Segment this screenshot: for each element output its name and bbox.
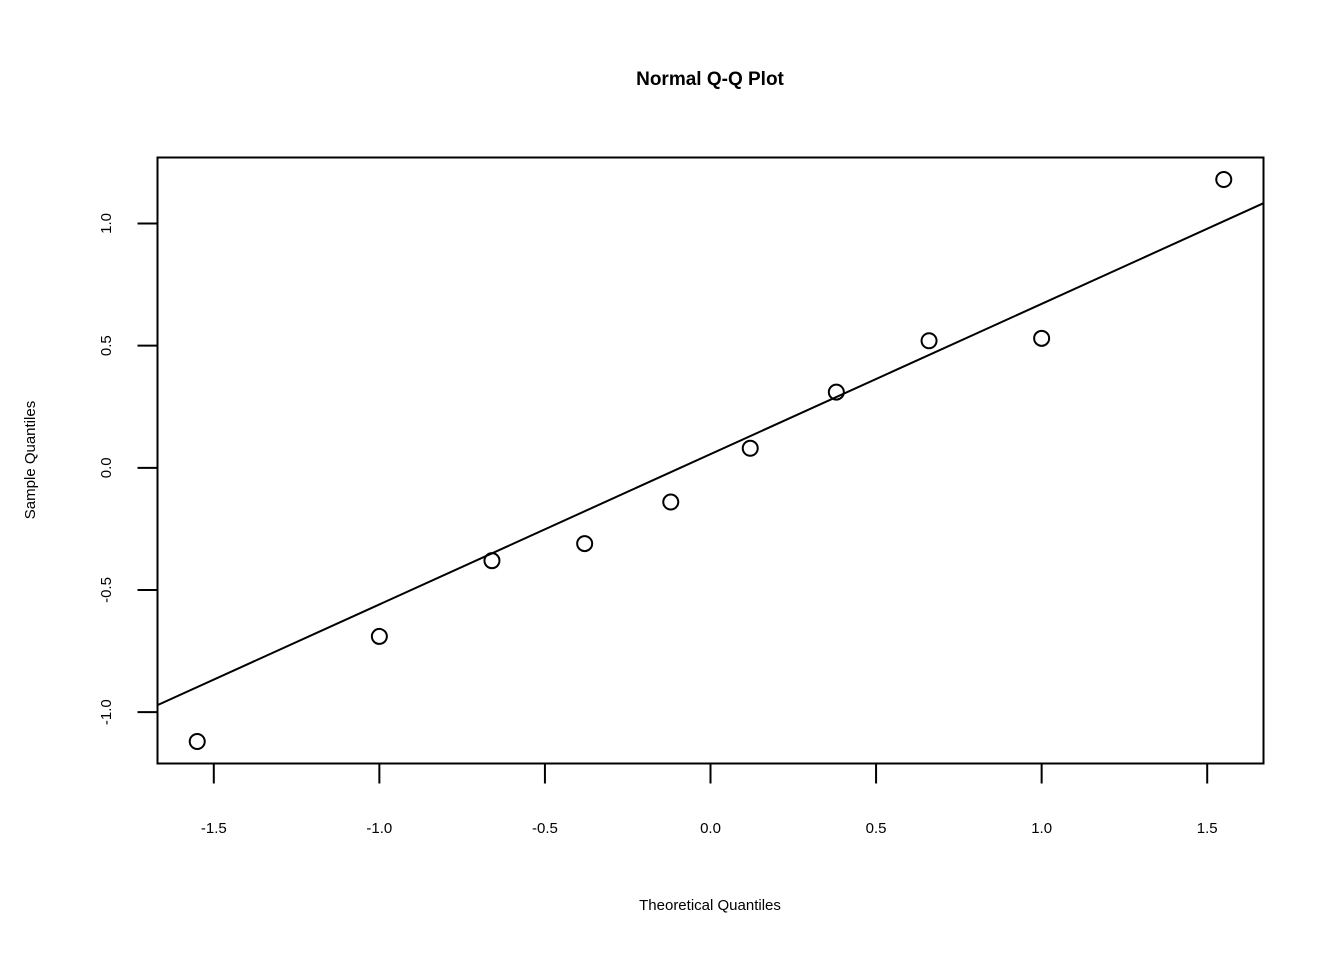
data-point <box>920 332 938 350</box>
plot-frame <box>156 156 1265 765</box>
x-axis: -1.5 -1.0 -0.5 0.0 0.5 1.0 1.5 <box>201 763 1218 837</box>
data-point <box>188 733 206 751</box>
chart-title: Normal Q-Q Plot <box>636 69 784 90</box>
y-tick-label: 0.0 <box>98 457 115 478</box>
y-axis: -1.0 -0.5 0.0 0.5 1.0 <box>98 213 158 725</box>
data-point <box>741 439 759 457</box>
data-point <box>483 552 501 570</box>
data-points <box>188 170 1233 751</box>
x-tick-label: -1.0 <box>366 820 392 837</box>
x-tick-label: -1.5 <box>201 820 227 837</box>
x-tick-label: 1.0 <box>1031 820 1052 837</box>
y-axis-label: Sample Quantiles <box>22 401 39 519</box>
y-tick-label: -0.5 <box>98 577 115 603</box>
x-tick-label: 1.5 <box>1197 820 1218 837</box>
y-tick-label: 1.0 <box>98 213 115 234</box>
qq-reference-line <box>157 202 1264 707</box>
x-tick-label: 0.5 <box>866 820 887 837</box>
data-point <box>827 383 845 401</box>
data-point <box>1033 329 1051 347</box>
y-tick-label: -1.0 <box>98 699 115 725</box>
x-tick-label: -0.5 <box>532 820 558 837</box>
data-point <box>1215 170 1233 188</box>
data-point <box>576 535 594 553</box>
y-tick-label: 0.5 <box>98 335 115 356</box>
x-tick-label: 0.0 <box>700 820 721 837</box>
data-point <box>370 627 388 645</box>
x-axis-label: Theoretical Quantiles <box>639 897 781 914</box>
data-point <box>662 493 680 511</box>
